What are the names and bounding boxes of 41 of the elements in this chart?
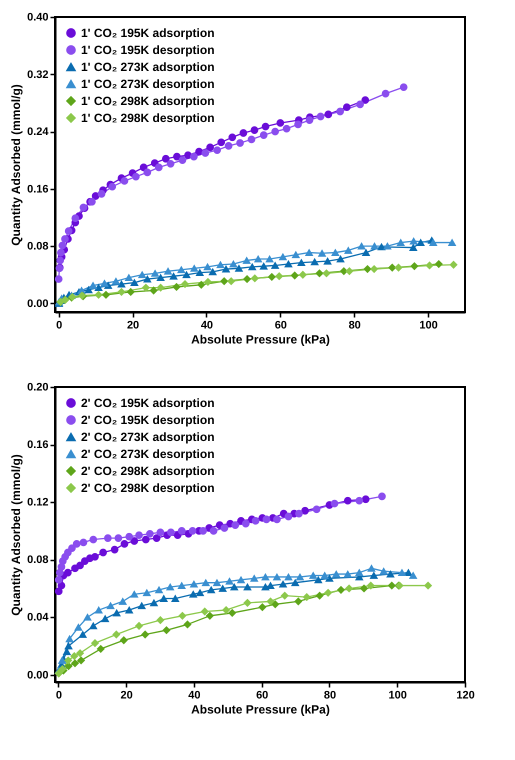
legend-label: 1' CO₂ 195K desorption xyxy=(81,43,215,57)
legend-label: 2' CO₂ 195K adsorption xyxy=(81,396,215,410)
y-tick-label: 0.40 xyxy=(27,12,48,24)
legend-label: 2' CO₂ 298K desorption xyxy=(81,481,215,495)
x-tick-label: 0 xyxy=(56,690,62,702)
y-tick-label: 0.08 xyxy=(27,240,48,253)
y-tick-label: 0.00 xyxy=(27,669,48,682)
legend-label: 1' CO₂ 298K adsorption xyxy=(81,94,215,108)
legend-label: 2' CO₂ 298K adsorption xyxy=(81,464,215,478)
x-tick-label: 20 xyxy=(120,690,133,702)
y-tick-label: 0.04 xyxy=(27,612,50,624)
legend-label: 1' CO₂ 273K adsorption xyxy=(81,60,215,74)
y-axis-title: Quantity Adsorbed (mmol/g) xyxy=(9,84,24,246)
y-tick-label: 0.00 xyxy=(27,298,48,310)
legend-label: 1' CO₂ 273K desorption xyxy=(81,77,215,91)
y-tick-label: 0.16 xyxy=(27,183,48,196)
y-tick-label: 0.32 xyxy=(27,68,48,81)
y-tick-label: 0.12 xyxy=(27,496,48,509)
x-tick-label: 60 xyxy=(274,320,287,332)
x-tick-label: 100 xyxy=(419,320,438,332)
x-tick-label: 120 xyxy=(456,690,475,702)
legend-label: 2' CO₂ 273K desorption xyxy=(81,447,215,461)
y-tick-label: 0.08 xyxy=(27,554,48,566)
x-tick-label: 80 xyxy=(348,320,361,332)
x-tick-label: 80 xyxy=(324,690,336,702)
x-tick-label: 20 xyxy=(126,320,140,332)
legend-label: 1' CO₂ 195K adsorption xyxy=(81,26,215,40)
legend-label: 2' CO₂ 273K adsorption xyxy=(81,430,215,444)
y-tick-label: 0.16 xyxy=(27,439,48,452)
x-tick-label: 60 xyxy=(256,690,268,702)
x-axis-title: Absolute Pressure (kPa) xyxy=(191,702,330,716)
x-axis-title: Absolute Pressure (kPa) xyxy=(191,332,330,346)
y-axis-title: Quantity Adsorbed (mmol/g) xyxy=(9,454,24,616)
x-tick-label: 40 xyxy=(188,690,201,702)
legend-label: 1' CO₂ 298K desorption xyxy=(81,111,215,125)
x-tick-label: 40 xyxy=(200,320,214,332)
y-tick-label: 0.24 xyxy=(27,126,50,138)
x-tick-label: 0 xyxy=(56,320,62,332)
x-tick-label: 100 xyxy=(388,690,407,702)
legend-label: 2' CO₂ 195K desorption xyxy=(81,413,215,427)
y-tick-label: 0.20 xyxy=(27,382,48,394)
